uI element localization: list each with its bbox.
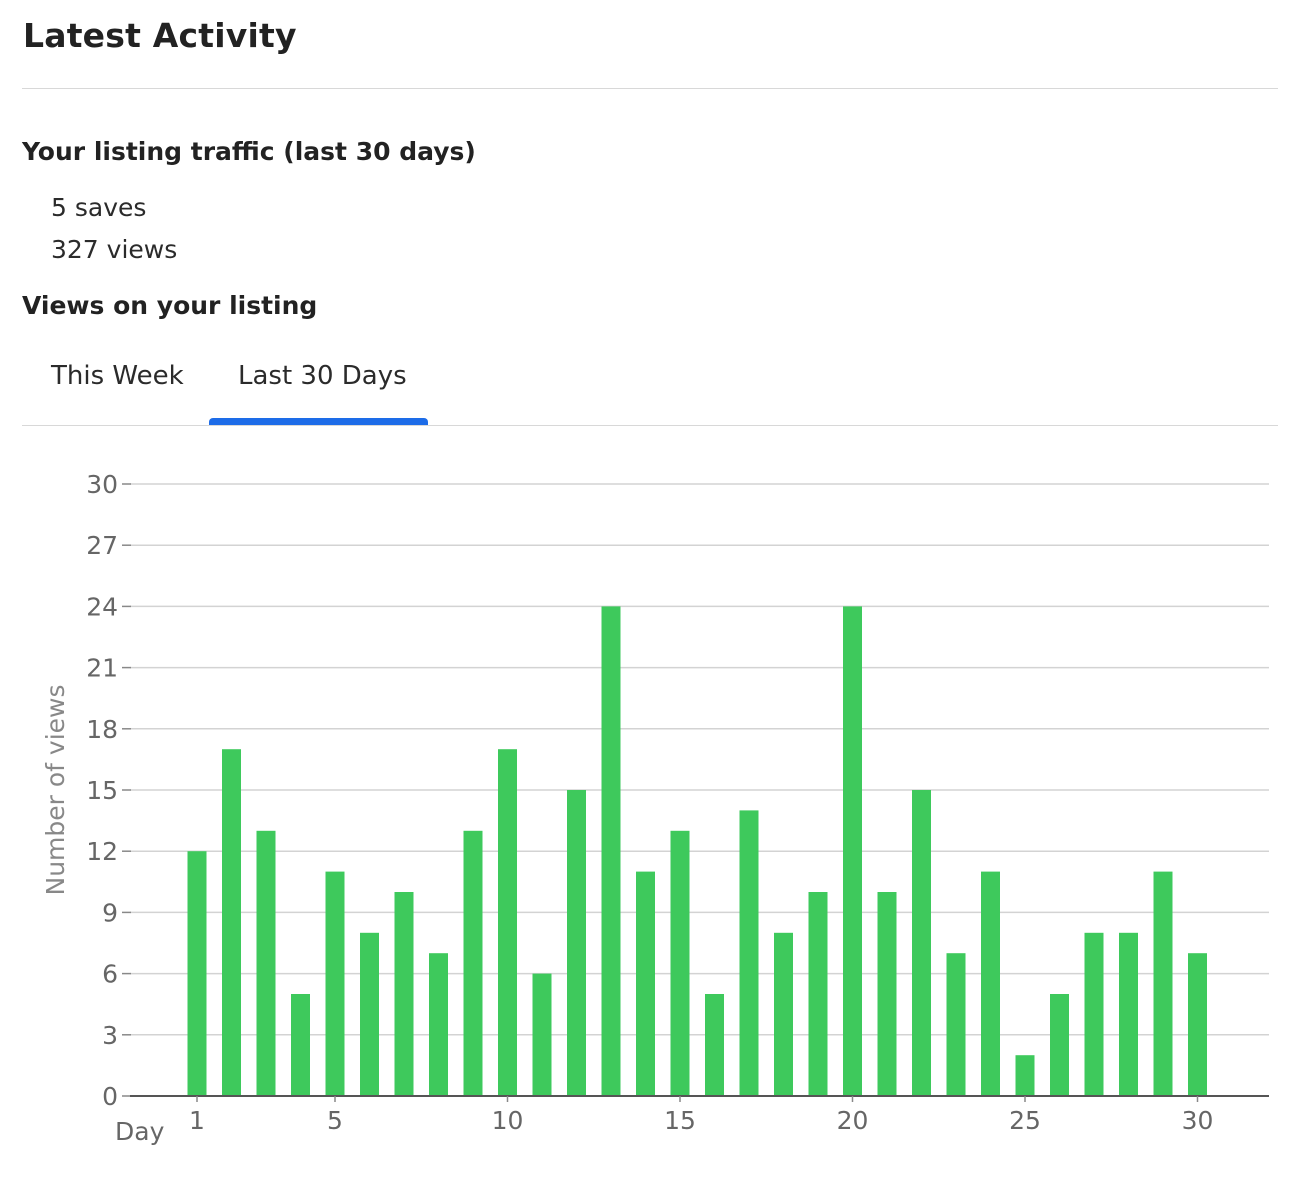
bar [532, 973, 552, 1096]
x-tick-label: 15 [664, 1106, 696, 1135]
bar [705, 994, 724, 1096]
tab-this-week[interactable]: This Week [51, 361, 184, 391]
y-axis-label: Number of views [41, 684, 70, 895]
bar [808, 892, 828, 1096]
bar [498, 749, 517, 1096]
bar [1119, 932, 1138, 1096]
views-heading: Views on your listing [22, 291, 318, 320]
bar [877, 892, 897, 1096]
y-tick-label: 0 [102, 1082, 118, 1111]
bar [291, 994, 310, 1096]
y-tick-label: 6 [102, 960, 118, 989]
views-count: 327 views [51, 235, 178, 264]
bar [1015, 1055, 1035, 1096]
y-tick-label: 27 [86, 531, 118, 560]
bar [187, 851, 207, 1096]
x-tick-label: 25 [1009, 1106, 1041, 1135]
bar [256, 830, 276, 1096]
y-tick-label: 15 [86, 776, 118, 805]
bar [463, 830, 483, 1096]
bar [601, 606, 621, 1096]
x-tick-label: 20 [837, 1106, 869, 1135]
tabs-divider [22, 425, 1278, 426]
bar [429, 953, 448, 1096]
y-tick-label: 21 [86, 654, 118, 683]
tab-last-30-days[interactable]: Last 30 Days [238, 361, 407, 391]
y-tick-label: 18 [86, 715, 118, 744]
x-axis-label: Day [115, 1117, 165, 1146]
bar [222, 749, 241, 1096]
bar [670, 830, 690, 1096]
saves-count: 5 saves [51, 193, 147, 222]
x-tick-label: 5 [327, 1106, 343, 1135]
section-title: Latest Activity [23, 16, 297, 55]
y-tick-label: 24 [86, 592, 118, 621]
bar [739, 810, 759, 1096]
y-tick-label: 9 [102, 898, 118, 927]
bar [774, 932, 793, 1096]
bar [912, 790, 931, 1096]
bar [981, 871, 1000, 1096]
bar [360, 932, 379, 1096]
divider [22, 88, 1278, 89]
bar [394, 892, 414, 1096]
y-tick-label: 30 [86, 470, 118, 499]
x-tick-label: 1 [189, 1106, 205, 1135]
bar [325, 871, 345, 1096]
bar [1050, 994, 1069, 1096]
bar [843, 606, 862, 1096]
bar [946, 953, 966, 1096]
bar [567, 790, 586, 1096]
traffic-heading: Your listing traffic (last 30 days) [22, 137, 476, 166]
y-tick-label: 12 [86, 837, 118, 866]
x-tick-label: 30 [1182, 1106, 1214, 1135]
bar [636, 871, 655, 1096]
y-tick-label: 3 [102, 1021, 118, 1050]
x-tick-label: 10 [492, 1106, 524, 1135]
bar [1084, 932, 1104, 1096]
active-tab-indicator [209, 418, 428, 425]
bar [1153, 871, 1173, 1096]
bar [1188, 953, 1207, 1096]
